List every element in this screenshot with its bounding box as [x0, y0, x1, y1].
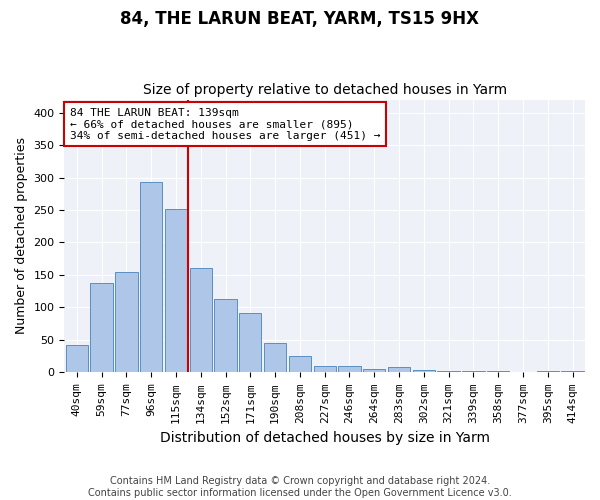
Bar	[115, 272, 137, 372]
Bar	[239, 314, 262, 372]
Title: Size of property relative to detached houses in Yarm: Size of property relative to detached ho…	[143, 83, 507, 97]
Bar	[140, 182, 163, 372]
Bar	[289, 356, 311, 372]
Bar	[363, 368, 385, 372]
Y-axis label: Number of detached properties: Number of detached properties	[15, 138, 28, 334]
Text: 84, THE LARUN BEAT, YARM, TS15 9HX: 84, THE LARUN BEAT, YARM, TS15 9HX	[121, 10, 479, 28]
Bar	[65, 345, 88, 372]
Bar	[165, 208, 187, 372]
X-axis label: Distribution of detached houses by size in Yarm: Distribution of detached houses by size …	[160, 431, 490, 445]
Bar	[214, 299, 236, 372]
Bar	[264, 342, 286, 372]
Bar	[462, 371, 485, 372]
Bar	[413, 370, 435, 372]
Bar	[91, 283, 113, 372]
Text: 84 THE LARUN BEAT: 139sqm
← 66% of detached houses are smaller (895)
34% of semi: 84 THE LARUN BEAT: 139sqm ← 66% of detac…	[70, 108, 380, 141]
Bar	[562, 371, 584, 372]
Bar	[536, 371, 559, 372]
Text: Contains HM Land Registry data © Crown copyright and database right 2024.
Contai: Contains HM Land Registry data © Crown c…	[88, 476, 512, 498]
Bar	[388, 366, 410, 372]
Bar	[314, 366, 336, 372]
Bar	[437, 371, 460, 372]
Bar	[190, 268, 212, 372]
Bar	[338, 366, 361, 372]
Bar	[487, 371, 509, 372]
